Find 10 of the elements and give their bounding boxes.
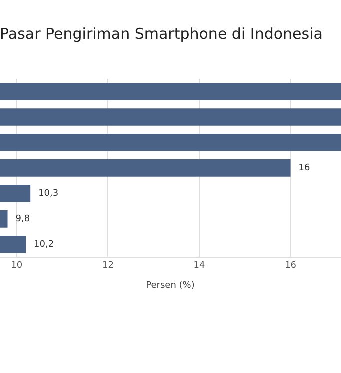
x-tick-label: 16 bbox=[285, 261, 297, 272]
x-tick-label: 14 bbox=[194, 261, 206, 272]
chart-title: Pasar Pengiriman Smartphone di Indonesia bbox=[0, 24, 323, 43]
x-tick-label: 12 bbox=[102, 261, 114, 272]
x-axis-title: Persen (%) bbox=[146, 280, 195, 291]
data-label: 16 bbox=[298, 164, 311, 174]
data-label: 10,3 bbox=[38, 189, 59, 200]
data-label: 9,8 bbox=[16, 214, 30, 225]
data-label: 10,2 bbox=[34, 240, 54, 250]
x-tick-label: 10 bbox=[11, 261, 23, 272]
